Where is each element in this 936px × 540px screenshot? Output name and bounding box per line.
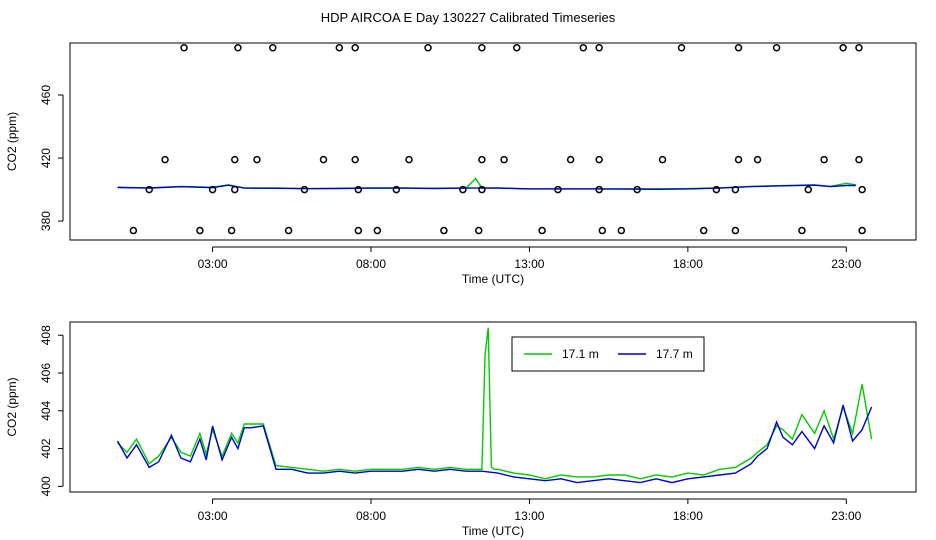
legend: 17.1 m 17.7 m	[511, 336, 705, 372]
calibration-marker	[196, 226, 204, 235]
x-tick-label: 23:00	[831, 509, 861, 523]
calibration-marker	[731, 185, 740, 194]
y-tick-label: 402	[39, 438, 53, 458]
y-axis-label: CO2 (ppm)	[5, 112, 19, 171]
calibration-marker	[145, 185, 153, 194]
legend-label: 17.1 m	[562, 347, 599, 361]
calibration-marker	[231, 155, 239, 164]
page-title: HDP AIRCOA E Day 130227 Calibrated Times…	[320, 10, 616, 25]
calibration-marker	[474, 226, 483, 235]
x-tick-label: 08:00	[356, 257, 386, 271]
x-axis-label: Time (UTC)	[462, 524, 524, 538]
y-tick-label: 400	[39, 476, 53, 496]
calibration-marker	[839, 43, 847, 52]
y-axis-label: CO2 (ppm)	[5, 377, 19, 436]
y-tick-label: 404	[39, 400, 53, 420]
calibration-marker	[731, 226, 740, 235]
calibration-marker	[855, 155, 863, 164]
calibration-marker	[595, 155, 603, 164]
calibration-marker	[753, 155, 762, 164]
x-tick-label: 18:00	[673, 257, 703, 271]
calibration-marker	[554, 185, 562, 194]
calibration-marker	[351, 155, 359, 164]
calibration-marker	[234, 43, 242, 52]
calibration-marker	[500, 155, 508, 164]
plot-frame	[69, 321, 917, 493]
calibration-marker	[772, 43, 781, 52]
calibration-marker	[513, 43, 521, 52]
ambient-co2-panel: 03:00 08:00 13:00 18:00 23:00 Time (UTC) 400 40…	[5, 321, 917, 538]
y-tick-label: 460	[39, 85, 53, 105]
calibration-marker	[538, 226, 546, 235]
calibration-marker	[424, 43, 432, 52]
legend-label: 17.7 m	[656, 347, 693, 361]
calibration-marker	[820, 155, 828, 164]
calibration-marker	[459, 185, 467, 194]
calibration-marker	[354, 185, 363, 194]
calibration-marker	[208, 185, 217, 194]
calibration-marker	[798, 226, 806, 235]
calibration-marker	[373, 226, 382, 235]
calibration-marker	[617, 226, 626, 235]
calibration-marker	[566, 155, 575, 164]
calibration-marker	[231, 185, 239, 194]
calibration-marker	[478, 43, 486, 52]
y-tick-label: 406	[39, 363, 53, 383]
x-tick-label: 03:00	[198, 257, 228, 271]
series-line-1	[117, 184, 856, 191]
y-tick-label: 380	[39, 211, 53, 231]
x-tick-label: 23:00	[831, 257, 861, 271]
calibration-marker	[300, 185, 309, 194]
calibration-marker	[658, 155, 667, 164]
x-tick-label: 03:00	[198, 509, 228, 523]
calibration-marker	[284, 226, 293, 235]
x-axis-label: Time (UTC)	[462, 272, 524, 286]
calibration-marker	[392, 185, 401, 194]
calibration-marker	[269, 43, 277, 52]
calibration-marker	[319, 155, 328, 164]
y-tick-label: 420	[39, 148, 53, 168]
y-tick-label: 408	[39, 325, 53, 345]
calibration-marker	[699, 226, 708, 235]
calibration-marker	[405, 155, 413, 164]
plot-frame	[69, 42, 917, 241]
calibration-marker	[633, 185, 641, 194]
calibration-marker	[595, 43, 603, 52]
x-tick-label: 08:00	[356, 509, 386, 523]
calibration-marker	[598, 226, 607, 235]
calibration-marker	[478, 185, 486, 194]
calibration-marker	[712, 185, 721, 194]
calibration-marker	[354, 226, 363, 235]
calibration-marker	[855, 43, 863, 52]
calibration-marker	[677, 43, 686, 52]
calibration-marker	[579, 43, 588, 52]
calibration-marker	[858, 226, 866, 235]
calibration-marker	[478, 155, 486, 164]
calibration-marker	[734, 43, 743, 52]
calibration-marker	[180, 43, 188, 52]
x-tick-label: 13:00	[514, 257, 544, 271]
calibration-marker	[253, 155, 261, 164]
calibration-marker	[351, 43, 359, 52]
x-tick-label: 13:00	[514, 509, 544, 523]
calibration-marker	[595, 185, 603, 194]
calibration-marker	[227, 226, 236, 235]
calibration-marker	[129, 226, 138, 235]
calibration-marker	[858, 185, 866, 194]
x-tick-label: 18:00	[673, 509, 703, 523]
calibration-timeseries-panel: 03:00 08:00 13:00 18:00 23:00 Time (UTC) 380 42…	[5, 42, 917, 286]
calibration-marker	[335, 43, 344, 52]
series-line-17-7-m	[116, 404, 873, 484]
calibration-marker	[440, 226, 448, 235]
calibration-marker	[804, 185, 813, 194]
calibration-marker	[734, 155, 743, 164]
calibration-marker	[161, 155, 169, 164]
